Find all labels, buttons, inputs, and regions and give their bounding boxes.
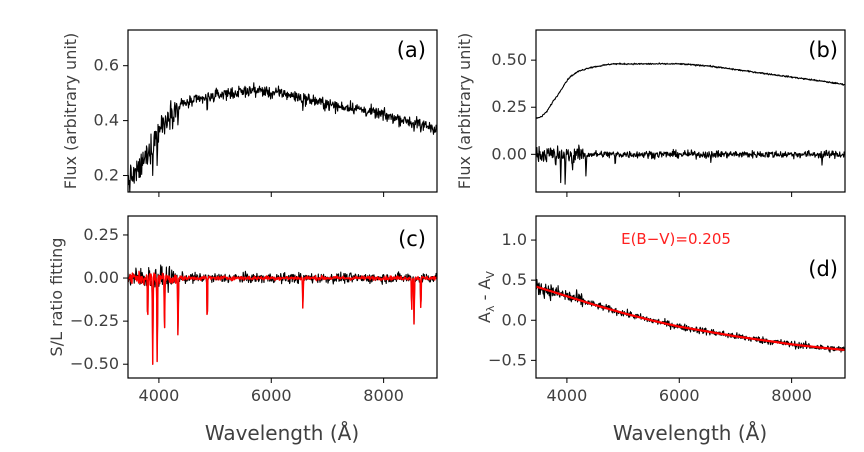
panel-d-ticks: −0.5 0.0 0.5 1.0 4000 6000 8000 bbox=[488, 230, 812, 405]
panel-d-series-2-fit bbox=[536, 285, 845, 351]
panel-d: −0.5 0.0 0.5 1.0 4000 6000 8000 E(B−V)=0.205 (… bbox=[475, 215, 846, 445]
panel-a-ytick-label: 0.4 bbox=[94, 111, 119, 130]
panel-b: 0.00 0.25 0.50 (b) Flux (arbitrary unit) bbox=[455, 29, 846, 197]
panel-d-ylabel-sub2: V bbox=[484, 271, 497, 279]
panel-c-ytick-label: −0.25 bbox=[70, 311, 119, 330]
panel-d-xtick-label: 4000 bbox=[547, 386, 588, 405]
panel-b-ylabel: Flux (arbitrary unit) bbox=[455, 33, 474, 190]
panel-d-frame bbox=[535, 215, 846, 379]
panel-d-annotation: E(B−V)=0.205 bbox=[621, 230, 731, 248]
panel-a-ticks: 0.2 0.4 0.6 bbox=[94, 56, 385, 197]
panel-c-xtick-label: 8000 bbox=[363, 386, 404, 405]
panel-b-letter: (b) bbox=[808, 38, 838, 62]
panel-c-ytick-label: 0.25 bbox=[83, 225, 119, 244]
panel-d-ytick-label: −0.5 bbox=[488, 350, 527, 369]
panel-c-xtick-label: 6000 bbox=[251, 386, 292, 405]
panel-d-xtick-label: 8000 bbox=[771, 386, 812, 405]
panel-c-ytick-label: 0.00 bbox=[83, 268, 119, 287]
panel-c-ylabel: S/L ratio fitting bbox=[47, 238, 66, 357]
panel-d-ytick-label: 1.0 bbox=[502, 230, 527, 249]
panel-c-letter: (c) bbox=[398, 227, 426, 251]
panel-c-series-2-fit bbox=[128, 270, 437, 365]
panel-a-plot-area bbox=[128, 82, 437, 192]
panel-d-ylabel: Aλ - AV bbox=[475, 271, 497, 323]
panel-c-xtick-label: 4000 bbox=[139, 386, 180, 405]
panel-b-ticks: 0.00 0.25 0.50 bbox=[491, 50, 793, 197]
panel-b-plot-area bbox=[536, 62, 845, 185]
panel-d-series-1-noisy bbox=[536, 278, 845, 353]
panel-d-letter: (d) bbox=[808, 257, 838, 281]
panel-d-ytick-label: 0.5 bbox=[502, 270, 527, 289]
panel-d-xtick-label: 6000 bbox=[659, 386, 700, 405]
panel-d-ylabel-mid: - A bbox=[475, 279, 494, 306]
panel-a-frame bbox=[127, 29, 438, 193]
panel-c-xlabel: Wavelength (Å) bbox=[205, 421, 359, 445]
panel-d-plot-area bbox=[536, 278, 845, 353]
panel-b-series-1-smooth bbox=[536, 62, 845, 120]
panel-a-ylabel: Flux (arbitrary unit) bbox=[61, 33, 80, 190]
panel-a-letter: (a) bbox=[397, 38, 426, 62]
panel-b-series-2-noisy bbox=[536, 144, 845, 185]
panel-a-ytick-label: 0.6 bbox=[94, 56, 119, 75]
panel-d-ytick-label: 0.0 bbox=[502, 310, 527, 329]
panel-b-ytick-label: 0.50 bbox=[491, 50, 527, 69]
panel-c-plot-area bbox=[128, 264, 437, 365]
panel-d-xlabel: Wavelength (Å) bbox=[613, 421, 767, 445]
panel-a: 0.2 0.4 0.6 (a) Flux (arbitrary unit) bbox=[61, 29, 438, 197]
panel-b-ytick-label: 0.25 bbox=[491, 97, 527, 116]
panel-d-ylabel-main: A bbox=[475, 312, 494, 323]
panel-c-ticks: −0.50 −0.25 0.00 0.25 4000 6000 8000 bbox=[70, 225, 404, 405]
panel-c-frame bbox=[127, 215, 438, 379]
panel-b-frame bbox=[535, 29, 846, 193]
panel-a-ytick-label: 0.2 bbox=[94, 166, 119, 185]
panel-b-ytick-label: 0.00 bbox=[491, 144, 527, 163]
panel-d-ylabel-sub1: λ bbox=[484, 305, 497, 312]
panel-a-series-1-noisy bbox=[128, 82, 437, 192]
panel-c: −0.50 −0.25 0.00 0.25 4000 6000 8000 (c) S/L r… bbox=[47, 215, 438, 445]
panel-c-ytick-label: −0.50 bbox=[70, 354, 119, 373]
